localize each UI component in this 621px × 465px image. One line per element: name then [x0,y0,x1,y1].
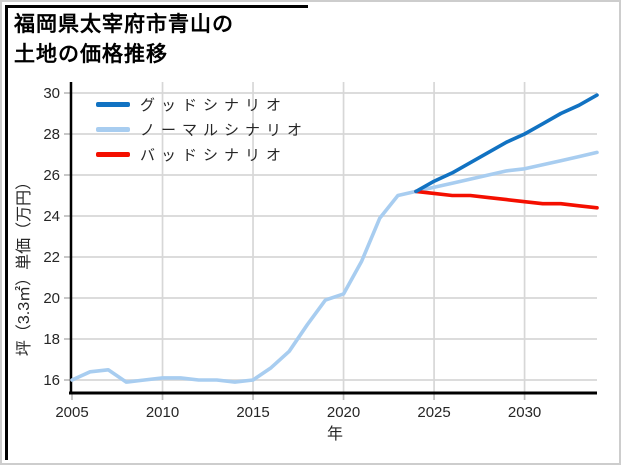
x-tick-label: 2030 [508,404,541,421]
x-tick-label: 2015 [236,404,269,421]
y-tick-label: 18 [43,331,60,348]
y-axis-title: 坪（3.3㎡）単価（万円） [16,173,33,357]
y-tick-label: 20 [43,290,60,307]
y-tick-label: 28 [43,126,60,143]
chart-title-line1: 福岡県太宰府市青山の [14,13,234,36]
normal-scenario-label: ノーマルシナリオ [140,122,309,139]
chart-title: 福岡県太宰府市青山の 土地の価格推移 [14,10,234,70]
good-scenario-swatch [96,102,130,107]
y-tick-label: 16 [43,372,60,389]
legend-item-normal-scenario: ノーマルシナリオ [96,117,308,142]
y-tick-label: 26 [43,167,60,184]
legend: グッドシナリオ ノーマルシナリオ バッドシナリオ [96,92,308,167]
x-axis-title: 年 [326,426,343,443]
good-scenario-label: グッドシナリオ [140,97,288,114]
legend-item-bad-scenario: バッドシナリオ [96,142,308,167]
frame-accent-top [5,5,308,8]
y-tick-label: 24 [43,208,60,225]
bad-scenario-label: バッドシナリオ [140,147,288,164]
bad-scenario-swatch [96,152,130,157]
y-tick-label: 22 [43,249,60,266]
frame-accent-left [5,5,8,460]
x-tick-label: 2010 [146,404,179,421]
y-tick-label: 30 [43,85,60,102]
chart-title-line2: 土地の価格推移 [14,43,168,66]
x-tick-label: 2020 [327,404,360,421]
legend-item-good-scenario: グッドシナリオ [96,92,308,117]
normal-scenario-line [70,150,599,384]
bad-scenario-line [414,189,599,210]
normal-scenario-swatch [96,127,130,132]
good-scenario-line [414,93,599,194]
x-tick-label: 2025 [417,404,450,421]
x-tick-label: 2005 [55,404,88,421]
